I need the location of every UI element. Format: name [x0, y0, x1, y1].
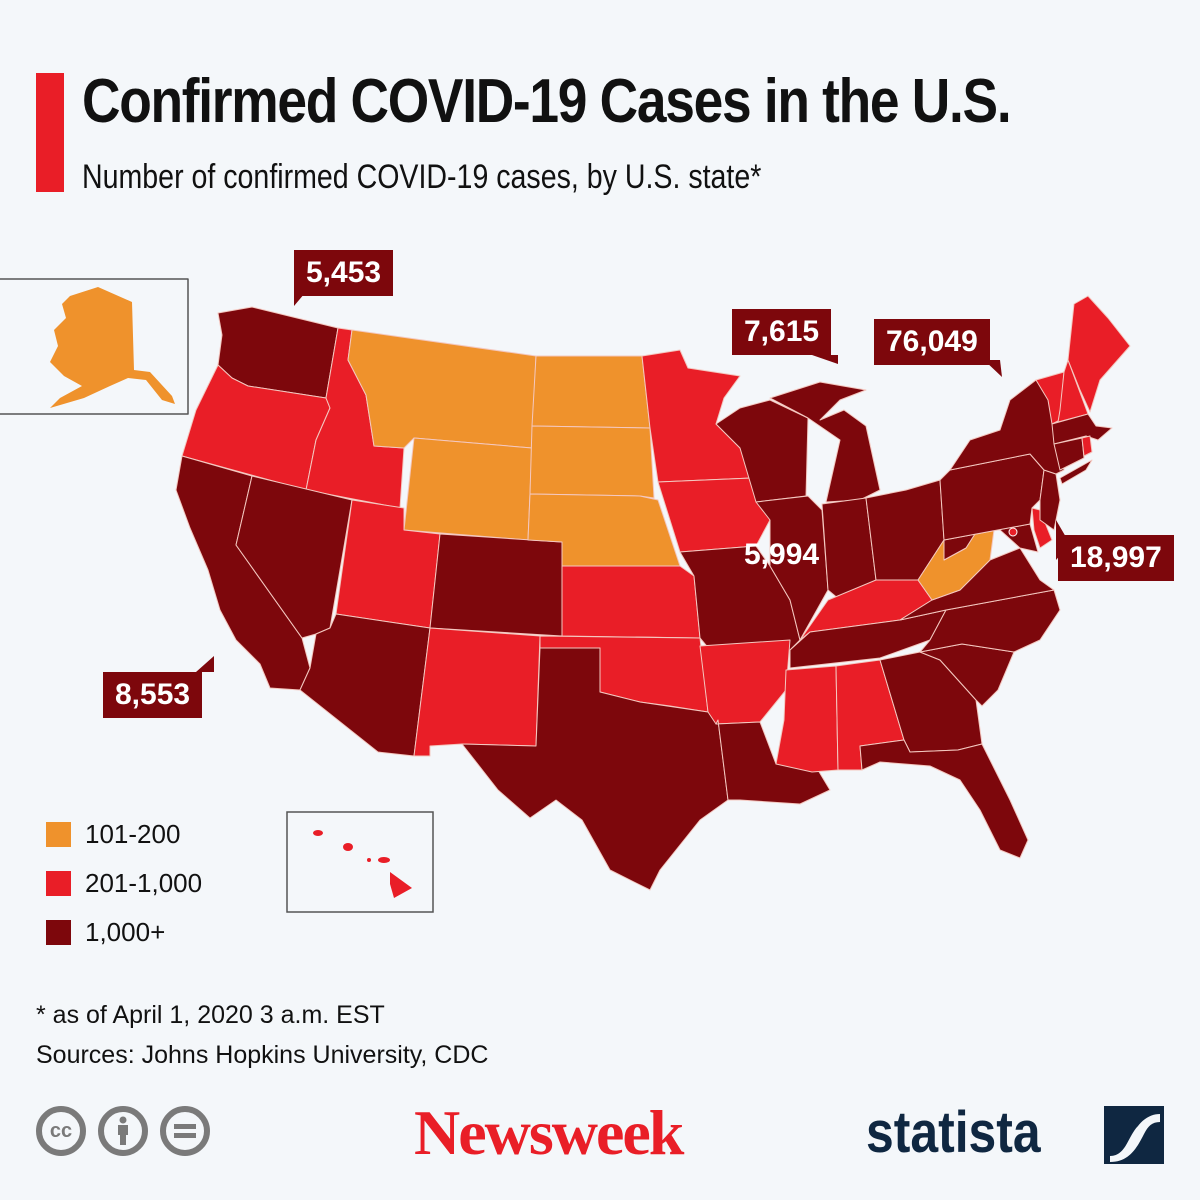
callout-california: 8,553	[103, 672, 203, 718]
state-florida	[859, 739, 1029, 859]
state-north-dakota	[531, 355, 651, 429]
date-note: * as of April 1, 2020 3 a.m. EST	[36, 1001, 385, 1029]
state-colorado	[429, 533, 563, 637]
legend-label: 201-1,000	[85, 868, 203, 898]
page-subtitle: Number of confirmed COVID-19 cases, by U…	[82, 158, 762, 196]
state-vermont	[1035, 371, 1065, 425]
callout-new-york: 76,049	[874, 319, 990, 365]
footnote: * as of April 1, 2020 3 a.m. EST Sources…	[36, 995, 488, 1075]
legend-swatch-orange	[46, 822, 71, 847]
state-kansas	[561, 565, 701, 639]
state-wisconsin	[715, 399, 809, 503]
state-delaware	[1031, 507, 1053, 549]
state-texas	[461, 647, 729, 891]
attribution-icon[interactable]	[98, 1106, 148, 1156]
statista-logo[interactable]: statista	[866, 1100, 1041, 1165]
equals-icon	[174, 1124, 196, 1138]
state-arizona	[299, 613, 431, 757]
no-derivatives-icon[interactable]	[160, 1106, 210, 1156]
hawaii-inset-frame	[286, 811, 434, 913]
statista-mark-icon	[1104, 1106, 1164, 1164]
state-hawaii	[313, 830, 412, 898]
state-alaska	[50, 287, 175, 408]
legend-label: 101-200	[85, 819, 181, 849]
state-new-jersey	[1039, 469, 1061, 531]
page-title: Confirmed COVID-19 Cases in the U.S.	[82, 67, 1012, 136]
license-icons: cc	[36, 1106, 210, 1156]
label-illinois: 5,994	[744, 538, 820, 571]
state-maine	[1067, 295, 1131, 413]
state-rhode-island	[1081, 435, 1093, 457]
state-wyoming	[403, 437, 533, 541]
legend-item-201-1000: 201-1,000	[46, 859, 202, 908]
legend: 101-200 201-1,000 1,000+	[46, 810, 202, 957]
legend-item-1000-plus: 1,000+	[46, 908, 202, 957]
state-mississippi	[775, 665, 839, 773]
state-montana	[347, 329, 537, 449]
person-icon	[118, 1116, 128, 1145]
newsweek-logo[interactable]: Newsweek	[414, 1097, 684, 1168]
callout-michigan: 7,615	[732, 309, 832, 355]
alaska-inset-frame	[0, 278, 189, 415]
state-connecticut	[1053, 437, 1085, 471]
state-louisiana	[715, 719, 831, 805]
legend-swatch-red	[46, 871, 71, 896]
sources-note: Sources: Johns Hopkins University, CDC	[36, 1041, 489, 1069]
state-south-dakota	[529, 425, 655, 499]
legend-swatch-dark-red	[46, 920, 71, 945]
cc-icon[interactable]: cc	[36, 1106, 86, 1156]
state-michigan	[769, 381, 881, 503]
long-island	[1059, 459, 1093, 485]
title-accent-bar	[36, 73, 64, 192]
state-arkansas	[699, 639, 791, 725]
legend-label: 1,000+	[85, 917, 166, 947]
state-iowa	[657, 477, 771, 553]
callout-washington: 5,453	[294, 250, 394, 296]
callout-new-jersey: 18,997	[1058, 535, 1174, 581]
legend-item-101-200: 101-200	[46, 810, 202, 859]
state-new-mexico	[413, 627, 541, 757]
district-of-columbia	[1008, 527, 1018, 537]
